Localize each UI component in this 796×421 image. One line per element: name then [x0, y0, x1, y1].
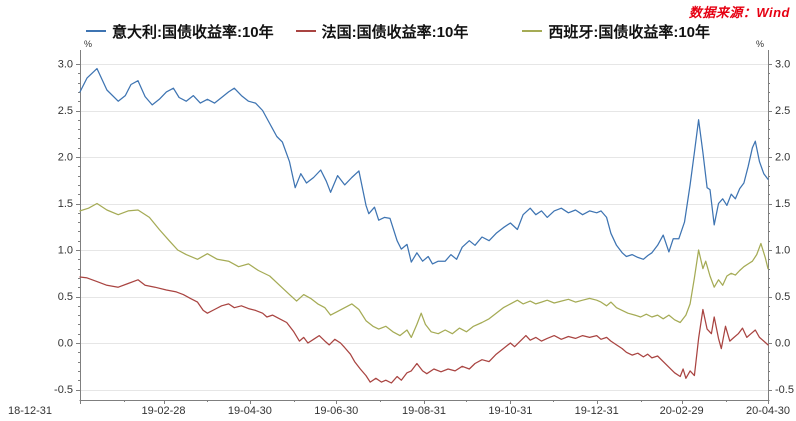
- legend-line-marker-italy: [85, 30, 106, 32]
- svg-text:2.0: 2.0: [775, 152, 790, 164]
- svg-text:19-12-31: 19-12-31: [575, 405, 619, 417]
- svg-text:3.0: 3.0: [58, 59, 73, 71]
- svg-text:1.5: 1.5: [58, 198, 73, 210]
- svg-text:%: %: [756, 39, 764, 49]
- svg-text:18-12-31: 18-12-31: [8, 405, 52, 417]
- svg-text:2.5: 2.5: [58, 105, 73, 117]
- legend-line-marker-france: [295, 30, 316, 32]
- data-source-note: 数据来源：Wind: [688, 5, 790, 20]
- line-italy-10y: [79, 67, 769, 265]
- axes: [79, 50, 770, 401]
- svg-text:0.0: 0.0: [775, 338, 790, 350]
- svg-text:19-10-31: 19-10-31: [488, 405, 532, 417]
- svg-text:0.5: 0.5: [58, 291, 73, 303]
- axis-ticks: [76, 64, 772, 404]
- legend-label-italy: 意大利:国债收益率:10年: [111, 23, 274, 41]
- svg-text:1.0: 1.0: [58, 245, 73, 257]
- svg-text:-0.5: -0.5: [775, 384, 794, 396]
- y-axis-unit-labels: %%: [84, 39, 764, 49]
- legend-label-france: 法国:国债收益率:10年: [321, 23, 469, 41]
- line-spain-10y: [79, 202, 769, 339]
- svg-text:%: %: [84, 39, 92, 49]
- svg-text:20-02-29: 20-02-29: [660, 405, 704, 417]
- legend-item-spain: 西班牙:国债收益率:10年: [522, 21, 710, 42]
- chart-legend: 意大利:国债收益率:10年 法国:国债收益率:10年 西班牙:国债收益率:10年: [0, 18, 796, 44]
- legend-label-spain: 西班牙:国债收益率:10年: [548, 23, 711, 41]
- svg-text:19-02-28: 19-02-28: [141, 405, 185, 417]
- gridlines: [80, 64, 768, 391]
- line-france-10y: [79, 276, 769, 384]
- legend-line-marker-spain: [522, 30, 543, 32]
- legend-item-france: 法国:国债收益率:10年: [295, 21, 469, 42]
- svg-text:19-04-30: 19-04-30: [228, 405, 272, 417]
- svg-text:-0.5: -0.5: [54, 384, 73, 396]
- svg-text:19-06-30: 19-06-30: [314, 405, 358, 417]
- svg-text:19-08-31: 19-08-31: [402, 405, 446, 417]
- svg-text:3.0: 3.0: [775, 59, 790, 71]
- legend-item-italy: 意大利:国债收益率:10年: [85, 21, 274, 42]
- svg-text:20-04-30: 20-04-30: [746, 405, 790, 417]
- svg-text:2.0: 2.0: [58, 152, 73, 164]
- svg-text:0.5: 0.5: [775, 291, 790, 303]
- svg-text:0.0: 0.0: [58, 338, 73, 350]
- svg-text:1.5: 1.5: [775, 198, 790, 210]
- y-axis-labels: 3.0 3.0 2.5 2.5 2.0 2.0 1.5 1.5 1.0 1.0 0.5 0.5 0.0 0…: [54, 59, 794, 397]
- svg-text:1.0: 1.0: [775, 245, 790, 257]
- x-axis-labels: 18-12-31 19-02-28 19-04-30 19-06-30 19-08-31…: [8, 405, 790, 417]
- svg-text:2.5: 2.5: [775, 105, 790, 117]
